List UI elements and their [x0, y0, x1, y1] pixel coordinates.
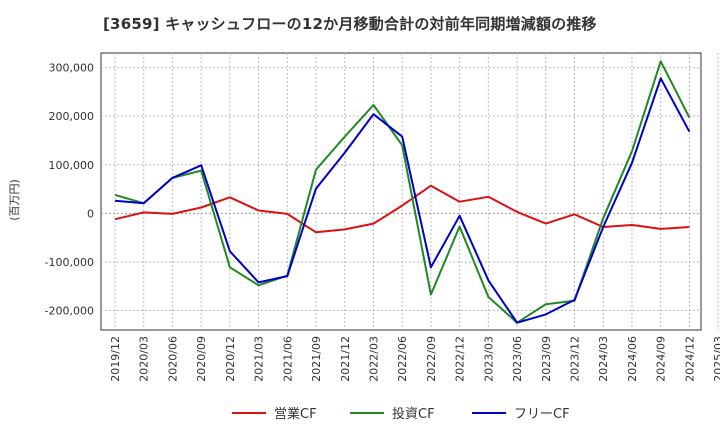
x-tick-label: 2020/03	[138, 336, 151, 382]
x-tick-label: 2024/12	[683, 336, 696, 382]
x-tick-label: 2020/12	[224, 336, 237, 382]
grid-lines	[101, 53, 719, 330]
x-tick-label: 2021/03	[253, 336, 266, 382]
x-tick-label: 2024/03	[597, 336, 610, 382]
y-axis-label: (百万円)	[8, 179, 21, 221]
x-tick-label: 2022/12	[454, 336, 467, 382]
x-tick-label: 2022/06	[396, 336, 409, 382]
x-tick-label: 2019/12	[109, 336, 122, 382]
legend: 営業CF 投資CF フリーCF	[232, 406, 570, 422]
y-tick-label: 200,000	[49, 110, 95, 123]
x-tick-label: 2023/09	[540, 336, 553, 382]
x-tick-label: 2023/03	[482, 336, 495, 382]
legend-label: 営業CF	[274, 406, 317, 422]
x-tick-label: 2023/12	[569, 336, 582, 382]
x-tick-label: 2022/03	[367, 336, 380, 382]
chart-title: [3659] キャッシュフローの12か月移動合計の対前年同期増減額の推移	[103, 15, 597, 33]
x-tick-label: 2021/12	[339, 336, 352, 382]
x-tick-label: 2022/09	[425, 336, 438, 382]
plot-area	[100, 52, 702, 331]
x-tick-label: 2021/09	[310, 336, 323, 382]
y-tick-label: 300,000	[49, 62, 95, 75]
y-tick-label: 100,000	[49, 159, 95, 172]
legend-label: フリーCF	[514, 407, 570, 422]
x-tick-label: 2024/06	[626, 336, 639, 382]
y-axis-ticks: 300,000 200,000 100,000 0 -100,000 -200,000	[45, 62, 94, 318]
x-tick-label: 2023/06	[511, 336, 524, 382]
y-tick-label: -100,000	[45, 256, 94, 269]
x-axis-ticks: 2019/12 2020/03 2020/06 2020/09 2020/12 2021/…	[109, 336, 720, 382]
series-line	[114, 60, 691, 324]
series-lines	[114, 60, 691, 324]
y-tick-label: -200,000	[45, 305, 94, 318]
x-tick-label: 2025/03	[712, 336, 720, 382]
legend-label: 投資CF	[392, 406, 435, 422]
x-tick-label: 2021/06	[281, 336, 294, 382]
series-line	[114, 77, 691, 324]
y-tick-label: 0	[87, 207, 94, 220]
x-tick-label: 2024/09	[655, 336, 668, 382]
x-tick-label: 2020/09	[195, 336, 208, 382]
x-tick-label: 2020/06	[166, 336, 179, 382]
